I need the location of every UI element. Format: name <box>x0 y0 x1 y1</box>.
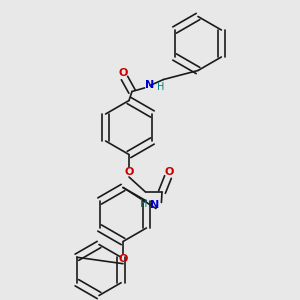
Text: N: N <box>146 80 154 91</box>
Text: N: N <box>150 200 159 211</box>
Text: O: O <box>118 254 128 264</box>
Text: H: H <box>157 82 164 92</box>
Text: H: H <box>140 199 148 209</box>
Text: O: O <box>118 68 128 78</box>
Text: O: O <box>124 167 134 177</box>
Text: O: O <box>165 167 174 177</box>
